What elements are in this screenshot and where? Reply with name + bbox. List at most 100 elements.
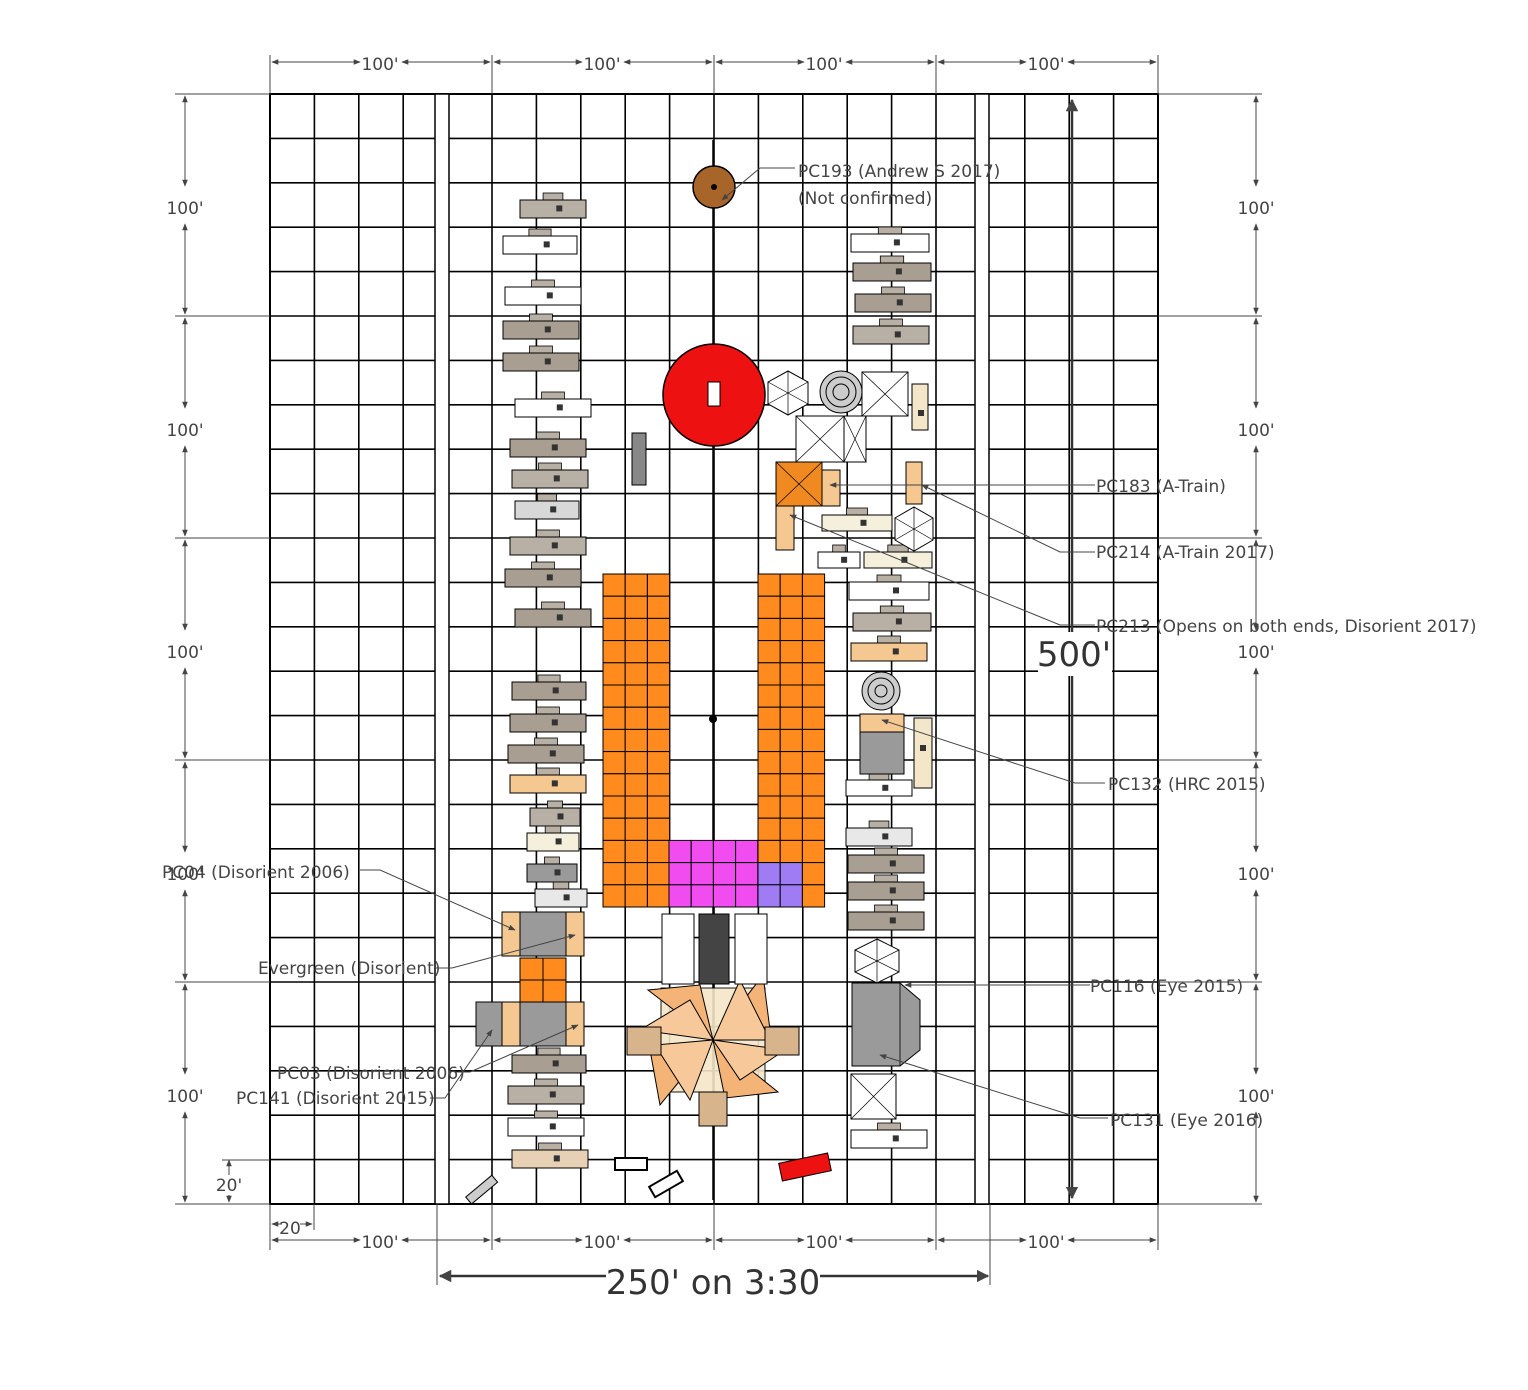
frontage-label: 250' on 3:30 xyxy=(606,1263,821,1303)
square-canopy-2 xyxy=(795,415,867,463)
label-pc213: PC213 (Opens on both ends, Disorient 201… xyxy=(1096,617,1477,637)
rv xyxy=(526,825,580,852)
label-evergreen: Evergreen (Disorient) xyxy=(258,959,440,979)
top-dim-3: 100' xyxy=(805,55,842,75)
grid-cell-v-label: 20' xyxy=(216,1176,242,1196)
label-pc193: PC193 (Andrew S 2017) xyxy=(798,162,1000,182)
rv xyxy=(502,228,578,255)
hexagon-dome-3 xyxy=(854,938,900,984)
rv xyxy=(852,318,930,345)
geodesic-dome xyxy=(819,370,863,414)
pc04-structure xyxy=(501,911,585,957)
right-dim-1: 100' xyxy=(1237,199,1274,219)
top-dim-1: 100' xyxy=(361,55,398,75)
rv xyxy=(850,635,928,662)
label-pc03: PC03 (Disorient 2006) xyxy=(277,1064,465,1084)
left-dim-4: 100' xyxy=(166,865,203,885)
rv xyxy=(514,601,592,628)
label-pc131: PC131 (Eye 2016) xyxy=(1110,1111,1263,1131)
rv xyxy=(534,881,588,908)
rv xyxy=(863,544,933,569)
rv xyxy=(850,226,930,253)
red-dome xyxy=(662,343,766,447)
rv xyxy=(845,820,913,847)
right-dim-4: 100' xyxy=(1237,865,1274,885)
left-dim-2: 100' xyxy=(166,421,203,441)
rv xyxy=(821,507,893,532)
rv xyxy=(509,767,587,794)
rv xyxy=(507,1110,585,1137)
rv xyxy=(519,192,587,219)
left-dim-1: 100' xyxy=(166,199,203,219)
top-dim-2: 100' xyxy=(583,55,620,75)
bottom-dim-2: 100' xyxy=(583,1233,620,1253)
total-height-label: 500' xyxy=(1037,635,1111,675)
rv xyxy=(845,772,913,797)
u-shaped-tent-block xyxy=(602,573,826,908)
square-canopy-3 xyxy=(850,1073,897,1120)
left-dim-5: 100' xyxy=(166,1087,203,1107)
rv xyxy=(848,574,930,601)
rv xyxy=(514,493,580,520)
label-pc116: PC116 (Eye 2015) xyxy=(1090,977,1243,997)
vehicle-small-1 xyxy=(614,1157,648,1171)
left-dim-3: 100' xyxy=(166,643,203,663)
dimension-labels: 100' 100' 100' 100' 100' 100' 100' 100' … xyxy=(166,55,1274,1253)
label-pc193-note: (Not confirmed) xyxy=(798,189,932,209)
vehicle-small-2 xyxy=(647,1169,685,1199)
rv xyxy=(511,1142,589,1169)
bottom-dim-4: 100' xyxy=(1027,1233,1064,1253)
rv xyxy=(507,737,585,764)
label-pc132: PC132 (HRC 2015) xyxy=(1108,775,1266,795)
top-dim-4: 100' xyxy=(1027,55,1064,75)
rv-column-left xyxy=(502,192,592,1169)
rv xyxy=(502,313,580,340)
bottom-dim-3: 100' xyxy=(805,1233,842,1253)
rv xyxy=(847,904,925,931)
rv xyxy=(850,1122,928,1149)
label-pc04: PC04 (Disorient 2006) xyxy=(162,863,350,883)
vehicle-small-4 xyxy=(631,432,647,486)
rv xyxy=(509,431,587,458)
evergreen-structure xyxy=(519,957,567,1003)
bottom-dim-1: 100' xyxy=(361,1233,398,1253)
hexagon-dome xyxy=(767,370,809,416)
rv xyxy=(509,706,587,733)
pc116-structure xyxy=(851,982,921,1067)
rv xyxy=(854,286,932,313)
vehicle-red-car xyxy=(778,1152,832,1182)
dimension-lines xyxy=(175,55,1262,1285)
rv xyxy=(847,847,925,874)
geodesic-dome-2 xyxy=(861,671,901,711)
rv xyxy=(511,462,589,489)
label-pc214: PC214 (A-Train 2017) xyxy=(1096,543,1275,563)
label-pc141: PC141 (Disorient 2015) xyxy=(236,1089,435,1109)
rv xyxy=(514,391,592,418)
orange-canopy-pc183 xyxy=(775,383,929,551)
camp-labels: PC193 (Andrew S 2017) (Not confirmed) PC… xyxy=(162,162,1477,1131)
leader-lines xyxy=(360,167,1108,1119)
vehicle-small-3 xyxy=(465,1174,499,1205)
rv xyxy=(511,674,587,701)
hexagon-dome-2 xyxy=(894,506,934,552)
grid-cell-h-label: 20 xyxy=(279,1219,301,1239)
rv xyxy=(509,529,587,556)
rv xyxy=(502,345,580,372)
total-height-arrow: 500' xyxy=(1037,98,1112,1200)
right-dim-3: 100' xyxy=(1237,643,1274,663)
rv xyxy=(847,874,925,901)
pc03-structure xyxy=(475,1001,585,1047)
right-dim-5: 100' xyxy=(1237,1087,1274,1107)
frontage-arrow: 250' on 3:30 xyxy=(438,1256,990,1303)
rv xyxy=(504,561,582,588)
rv xyxy=(817,544,861,569)
center-stage-pinwheel xyxy=(626,913,800,1127)
square-canopy-1 xyxy=(861,371,909,417)
label-pc183: PC183 (A-Train) xyxy=(1096,477,1226,497)
rv xyxy=(852,605,932,632)
rv xyxy=(511,1047,587,1074)
rv-column-right xyxy=(817,226,933,1149)
rv xyxy=(507,1078,585,1105)
rv xyxy=(504,279,582,306)
